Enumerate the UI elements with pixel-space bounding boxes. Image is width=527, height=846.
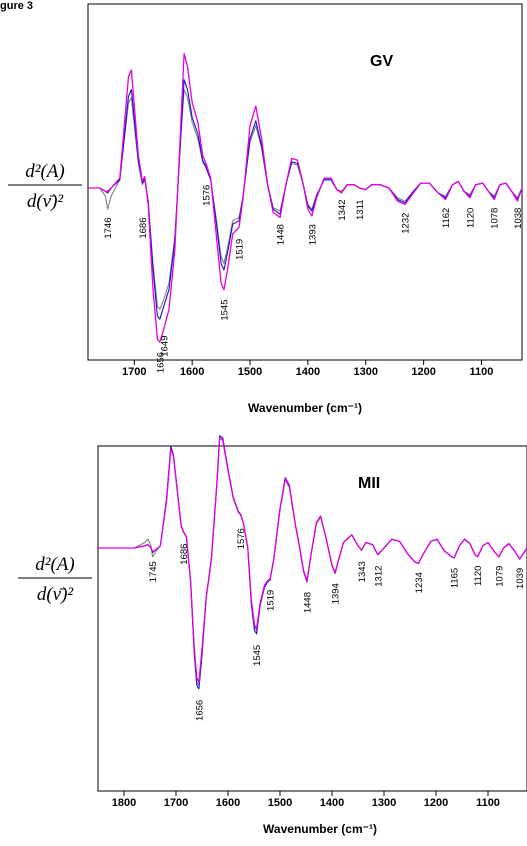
- peak-label-mii-1039: 1039: [515, 568, 526, 589]
- peak-label-gv-1162: 1162: [441, 208, 452, 228]
- peak-label-mii-1745: 1745: [148, 561, 159, 582]
- peak-label-gv-1232: 1232: [401, 213, 412, 234]
- xtick-label-mii-1300: 1300: [372, 797, 396, 809]
- spectrum-line-mii-1: [98, 437, 527, 687]
- spectrum-line-mii-3: [98, 437, 527, 683]
- peak-label-gv-1746: 1746: [103, 218, 114, 239]
- panel-gv-frame: [87, 3, 523, 361]
- peak-label-mii-1519: 1519: [266, 590, 277, 611]
- peak-label-mii-1545: 1545: [252, 645, 263, 666]
- peak-label-mii-1234: 1234: [414, 572, 425, 593]
- xtick-label-gv-1200: 1200: [411, 366, 435, 378]
- xtick-label-gv-1700: 1700: [122, 366, 146, 378]
- panel-gv-xlabel: Wavenumber (cm⁻¹): [248, 401, 362, 415]
- xtick-label-mii-1800: 1800: [112, 797, 136, 809]
- ylabel-numerator-2: d²(A): [35, 554, 74, 575]
- panel-gv-ylabel: d²(A) d(ν̄)²: [8, 161, 82, 212]
- panel-gv-series: [88, 52, 523, 343]
- peak-label-mii-1448: 1448: [303, 592, 314, 613]
- spectrum-line-gv-1: [88, 89, 523, 310]
- panel-gv-peak-labels: 1746 1686 1576 1519 1448 1393 1342 1311 1232 1162…: [103, 185, 524, 373]
- xtick-label-mii-1400: 1400: [320, 797, 344, 809]
- xtick-label-mii-1200: 1200: [424, 797, 448, 809]
- panel-mii-xlabel: Wavenumber (cm⁻¹): [263, 822, 377, 836]
- panel-mii: 1800 1700 1600 1500 1400 1300 1200 1100 1745 168…: [18, 435, 527, 836]
- xtick-label-gv-1100: 1100: [470, 366, 494, 378]
- panel-mii-title: MII: [358, 475, 380, 492]
- panel-gv: 1700 1600 1500 1400 1300 1200 1100 1746 1686 157…: [8, 3, 524, 415]
- xtick-label-mii-1600: 1600: [216, 797, 240, 809]
- peak-label-gv-1686: 1686: [138, 218, 149, 239]
- peak-label-gv-1519: 1519: [235, 239, 246, 260]
- panel-mii-ylabel: d²(A) d(ν̄)²: [18, 554, 92, 605]
- panel-mii-xticks: 1800 1700 1600 1500 1400 1300 1200 1100: [112, 791, 500, 809]
- panel-gv-xticks: 1700 1600 1500 1400 1300 1200 1100: [122, 360, 493, 378]
- ylabel-denominator: d(ν̄)²: [27, 191, 64, 212]
- xtick-label-gv-1400: 1400: [296, 366, 320, 378]
- peak-label-gv-1078: 1078: [490, 208, 501, 229]
- peak-label-mii-1343: 1343: [357, 561, 368, 582]
- xtick-label-mii-1500: 1500: [268, 797, 292, 809]
- peak-label-mii-1686: 1686: [179, 544, 190, 565]
- peak-label-mii-1656: 1656: [194, 700, 205, 721]
- figure-corner-label: gure 3: [0, 0, 33, 12]
- peak-label-mii-1079: 1079: [494, 566, 505, 587]
- panel-mii-peak-labels: 1745 1686 1576 1519 1448 1394 1343 1312 1234 1165…: [148, 528, 526, 721]
- peak-label-mii-1394: 1394: [331, 583, 342, 604]
- peak-label-gv-1311: 1311: [355, 200, 366, 220]
- xtick-label-gv-1500: 1500: [238, 366, 262, 378]
- spectrum-line-gv-3: [88, 52, 523, 343]
- peak-label-gv-1576: 1576: [202, 185, 213, 206]
- peak-label-mii-1120: 1120: [473, 566, 484, 586]
- panel-gv-title: GV: [370, 53, 393, 70]
- spectrum-line-mii-2: [98, 435, 527, 690]
- xtick-label-mii-1700: 1700: [164, 797, 188, 809]
- ylabel-numerator: d²(A): [25, 161, 64, 182]
- peak-label-gv-1038: 1038: [513, 208, 524, 229]
- peak-label-gv-1120: 1120: [465, 208, 476, 228]
- xtick-label-mii-1100: 1100: [476, 797, 500, 809]
- xtick-label-gv-1600: 1600: [180, 366, 204, 378]
- peak-label-gv-1545: 1545: [220, 300, 231, 321]
- panel-mii-series: [98, 435, 527, 690]
- panel-mii-frame: [97, 445, 527, 792]
- peak-label-mii-1312: 1312: [373, 566, 384, 587]
- peak-label-gv-1656: 1656: [155, 352, 166, 373]
- peak-label-gv-1649: 1649: [159, 336, 170, 357]
- peak-label-mii-1576: 1576: [236, 528, 247, 549]
- peak-label-mii-1165: 1165: [450, 568, 461, 588]
- peak-label-gv-1342: 1342: [337, 200, 348, 221]
- peak-label-gv-1393: 1393: [307, 224, 318, 245]
- peak-label-gv-1448: 1448: [276, 224, 287, 245]
- ylabel-denominator-2: d(ν̄)²: [37, 584, 74, 605]
- xtick-label-gv-1300: 1300: [354, 366, 378, 378]
